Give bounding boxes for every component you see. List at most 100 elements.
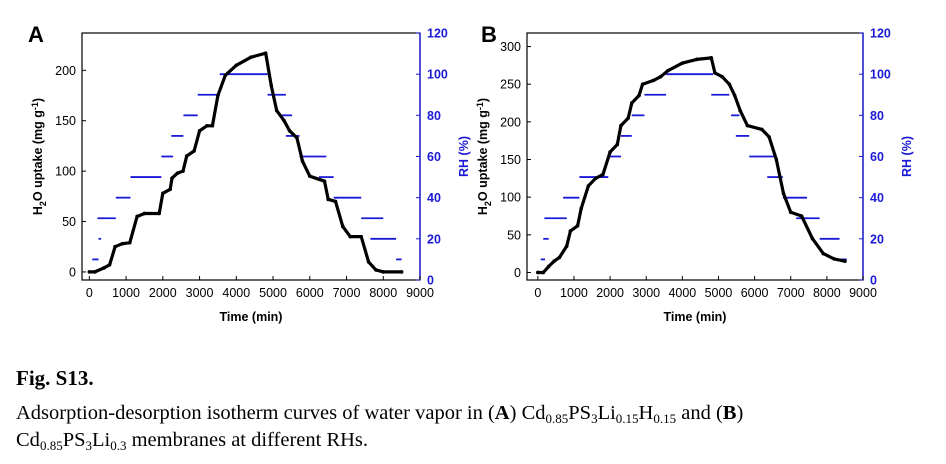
uptake-point bbox=[760, 127, 764, 132]
x-tick-label: 1000 bbox=[560, 286, 588, 300]
caption-end: membranes at different RHs. bbox=[126, 429, 369, 451]
formula-element: PS bbox=[568, 402, 592, 424]
x-tick-label: 9000 bbox=[849, 286, 877, 300]
uptake-point bbox=[135, 214, 139, 219]
y-axis-title-part: H bbox=[31, 206, 45, 215]
uptake-point bbox=[234, 63, 239, 68]
uptake-point bbox=[107, 263, 112, 267]
x-tick-label: 4000 bbox=[668, 286, 696, 300]
y2-tick-label: 40 bbox=[870, 191, 884, 205]
uptake-point bbox=[568, 229, 573, 233]
y2-tick-label: 40 bbox=[427, 191, 441, 205]
uptake-point bbox=[205, 123, 209, 128]
y2-tick-label: 0 bbox=[427, 274, 434, 288]
y2-axis-title: RH (%) bbox=[900, 136, 914, 177]
y-axis-title-part: -1 bbox=[475, 102, 485, 110]
x-tick-label: 1000 bbox=[112, 286, 140, 300]
uptake-point bbox=[87, 270, 92, 274]
figure-label: Fig. S13. bbox=[16, 366, 94, 390]
uptake-point bbox=[269, 83, 274, 88]
plot-frame bbox=[81, 32, 421, 281]
x-tick-label: 6000 bbox=[296, 286, 324, 300]
y2-tick-label: 20 bbox=[427, 232, 441, 246]
uptake-point bbox=[541, 270, 546, 275]
y-axis-title-part: H bbox=[476, 206, 490, 215]
y-axis-title-part: ) bbox=[31, 98, 45, 102]
y2-tick-label: 20 bbox=[870, 232, 884, 246]
x-tick-label: 8000 bbox=[813, 286, 841, 300]
y-axis-title-part: O uptake (mg g bbox=[31, 110, 45, 201]
formula-subscript: 0.85 bbox=[39, 438, 63, 453]
y2-tick-label: 80 bbox=[427, 109, 441, 123]
chart-panel-b: B0 1000 2000 3000 4000 5000 6000 7000 8000 900005… bbox=[475, 22, 914, 324]
formula-element: PS bbox=[62, 429, 86, 451]
y2-tick-label: 100 bbox=[870, 68, 891, 82]
y2-tick-label: 60 bbox=[870, 150, 884, 164]
uptake-point bbox=[184, 154, 189, 158]
formula-subscript: 3 bbox=[591, 411, 598, 426]
uptake-point bbox=[626, 116, 630, 120]
uptake-point bbox=[274, 108, 279, 113]
y-tick-label: 100 bbox=[55, 165, 76, 179]
caption-letter-a: A bbox=[494, 402, 510, 424]
x-tick-label: 7000 bbox=[777, 286, 805, 300]
uptake-point bbox=[586, 184, 591, 188]
caption-letter-b: B bbox=[722, 402, 737, 424]
uptake-point bbox=[738, 108, 742, 113]
uptake-point bbox=[680, 61, 685, 65]
uptake-point bbox=[399, 270, 404, 274]
uptake-point bbox=[781, 191, 786, 196]
y-axis-title-part: -1 bbox=[30, 102, 40, 110]
y-tick-label: 100 bbox=[500, 191, 521, 205]
x-tick-label: 2000 bbox=[596, 286, 624, 300]
uptake-point bbox=[608, 150, 612, 154]
y-tick-label: 50 bbox=[62, 215, 76, 229]
uptake-point bbox=[552, 259, 556, 263]
uptake-point bbox=[788, 210, 793, 215]
plot-frame bbox=[526, 32, 864, 281]
uptake-point bbox=[348, 234, 352, 239]
uptake-point bbox=[210, 123, 215, 128]
uptake-point bbox=[326, 197, 330, 202]
uptake-point bbox=[745, 123, 750, 128]
uptake-point bbox=[709, 56, 714, 60]
y-tick-label: 150 bbox=[55, 114, 76, 128]
x-tick-label: 6000 bbox=[741, 286, 769, 300]
uptake-point bbox=[720, 74, 724, 79]
x-tick-label: 2000 bbox=[149, 286, 177, 300]
y-axis-title: H2O uptake (mg g-1) bbox=[30, 98, 48, 215]
figure-canvas: A0 1000 2000 3000 4000 5000 6000 7000 8000 900005… bbox=[28, 22, 914, 324]
uptake-point bbox=[579, 206, 583, 211]
y-tick-label: 300 bbox=[500, 40, 521, 54]
y-tick-label: 150 bbox=[500, 153, 521, 167]
x-tick-label: 4000 bbox=[222, 286, 250, 300]
y-tick-label: 200 bbox=[55, 64, 76, 78]
y-axis-title-part: ) bbox=[476, 98, 490, 102]
uptake-point bbox=[175, 171, 180, 175]
y-axis-title-part: 2 bbox=[38, 201, 48, 206]
uptake-point bbox=[359, 234, 364, 239]
uptake-point bbox=[821, 251, 826, 256]
x-tick-label: 3000 bbox=[186, 286, 214, 300]
y2-tick-label: 120 bbox=[427, 27, 448, 41]
y-axis-title-part: O uptake (mg g bbox=[476, 110, 490, 201]
uptake-point bbox=[168, 187, 172, 192]
uptake-point bbox=[658, 74, 663, 79]
y-tick-label: 250 bbox=[500, 78, 521, 92]
uptake-point bbox=[575, 223, 580, 228]
uptake-point bbox=[333, 199, 338, 204]
uptake-curve bbox=[536, 56, 847, 275]
uptake-point bbox=[102, 266, 106, 270]
x-tick-label: 9000 bbox=[406, 286, 434, 300]
uptake-point bbox=[223, 73, 228, 78]
y-tick-label: 200 bbox=[500, 115, 521, 129]
formula-subscript: 3 bbox=[85, 438, 93, 453]
y2-axis-title: RH (%) bbox=[457, 136, 471, 177]
uptake-point bbox=[374, 268, 378, 272]
uptake-point bbox=[651, 78, 656, 83]
uptake-point bbox=[615, 142, 620, 147]
x-tick-label: 0 bbox=[534, 286, 541, 300]
panel-letter: B bbox=[481, 22, 497, 47]
uptake-point bbox=[640, 82, 645, 87]
uptake-point bbox=[774, 157, 779, 162]
